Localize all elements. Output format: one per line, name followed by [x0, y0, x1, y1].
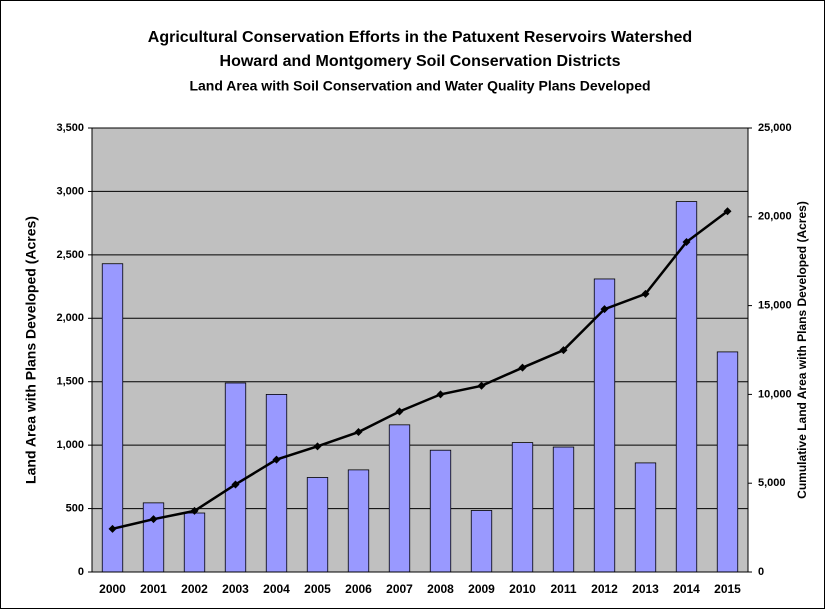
x-tick-label: 2000 — [99, 582, 126, 596]
bar — [716, 351, 739, 573]
marker — [108, 524, 117, 533]
y2-tick-label: 25,000 — [758, 122, 792, 134]
bar — [142, 502, 165, 573]
marker — [641, 289, 650, 298]
x-tick-label: 2001 — [140, 582, 167, 596]
marker — [559, 346, 568, 355]
y2-tick-label: 20,000 — [758, 211, 792, 223]
y2-tick-label: 0 — [758, 566, 764, 578]
bar — [224, 382, 247, 573]
x-tick-label: 2012 — [591, 582, 618, 596]
bar — [265, 393, 288, 573]
bar — [183, 512, 206, 573]
marker — [149, 515, 158, 524]
x-tick-label: 2005 — [304, 582, 331, 596]
y-tick-label: 0 — [78, 566, 84, 578]
x-tick-label: 2003 — [222, 582, 249, 596]
bar — [593, 278, 616, 573]
marker — [190, 506, 199, 515]
y-tick-label: 2,500 — [56, 249, 84, 261]
y-tick-label: 500 — [66, 502, 84, 514]
y-tick-label: 3,500 — [56, 122, 84, 134]
y2-tick-label: 10,000 — [758, 388, 792, 400]
line — [112, 210, 729, 531]
x-tick-label: 2015 — [714, 582, 741, 596]
x-tick-label: 2014 — [673, 582, 700, 596]
marker — [682, 238, 691, 247]
bar — [634, 462, 657, 573]
bar — [675, 201, 698, 573]
marker — [518, 363, 527, 372]
x-tick-label: 2002 — [181, 582, 208, 596]
x-tick-label: 2008 — [427, 582, 454, 596]
y-tick-label: 3,000 — [56, 185, 84, 197]
y2-axis-title: Cumulative Land Area with Plans Develope… — [795, 201, 809, 499]
bar — [552, 446, 575, 573]
x-tick-label: 2004 — [263, 582, 290, 596]
bar — [470, 510, 493, 573]
marker — [436, 390, 445, 399]
marker — [313, 442, 322, 451]
bar — [511, 442, 534, 573]
y-tick-label: 1,500 — [56, 376, 84, 388]
chart-title: Agricultural Conservation Efforts in the… — [148, 29, 692, 46]
marker — [231, 480, 240, 489]
y-tick-label: 1,000 — [56, 439, 84, 451]
marker — [395, 407, 404, 416]
bar — [306, 477, 329, 573]
bar — [388, 424, 411, 573]
x-tick-label: 2013 — [632, 582, 659, 596]
bar — [429, 449, 452, 573]
x-tick-label: 2010 — [509, 582, 536, 596]
y-tick-label: 2,000 — [56, 312, 84, 324]
x-tick-label: 2006 — [345, 582, 372, 596]
y-axis-title: Land Area with Plans Developed (Acres) — [23, 216, 39, 484]
x-tick-label: 2011 — [550, 582, 576, 596]
x-tick-label: 2009 — [468, 582, 495, 596]
marker — [477, 381, 486, 390]
y2-tick-label: 5,000 — [758, 477, 786, 489]
x-tick-label: 2007 — [386, 582, 413, 596]
y2-tick-label: 15,000 — [758, 300, 792, 312]
marker — [272, 455, 281, 464]
chart-subtitle: Land Area with Soil Conservation and Wat… — [189, 78, 650, 94]
marker — [723, 207, 732, 216]
marker — [354, 428, 363, 437]
bar — [347, 469, 370, 573]
marker — [600, 305, 609, 314]
chart-subtitle: Howard and Montgomery Soil Conservation … — [220, 53, 621, 70]
